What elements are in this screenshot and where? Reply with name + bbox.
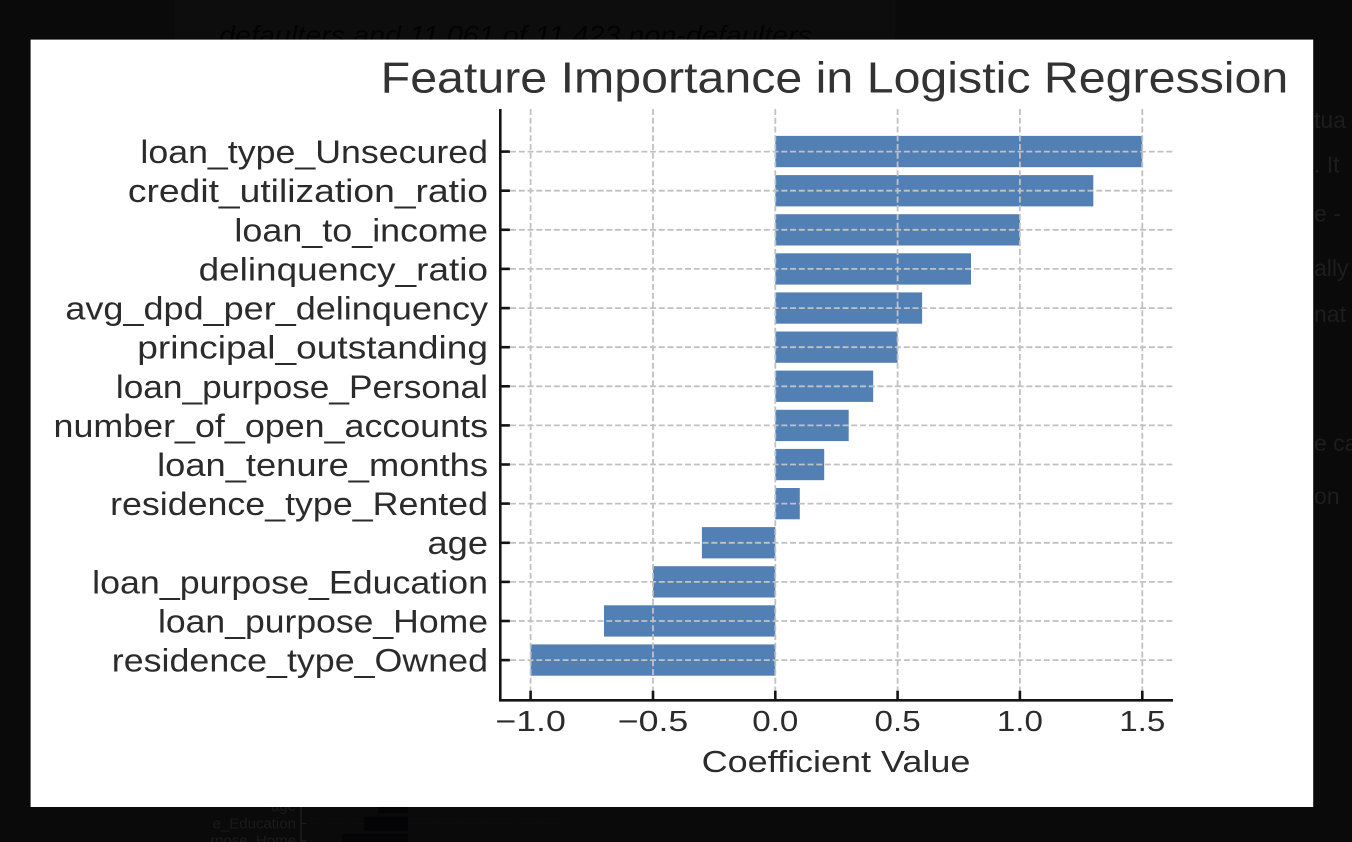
svg-text:delinquency_ratio: delinquency_ratio [199, 251, 488, 287]
svg-text:avg_dpd_per_delinquency: avg_dpd_per_delinquency [65, 291, 488, 327]
svg-text:−1.0: −1.0 [495, 706, 566, 738]
svg-text:principal_outstanding: principal_outstanding [137, 330, 488, 366]
svg-text:e -: e - [1314, 201, 1341, 227]
svg-text:ally: ally [1314, 255, 1349, 281]
svg-text:loan_to_income: loan_to_income [234, 212, 488, 248]
svg-text:rpose_Home: rpose_Home [210, 833, 296, 842]
svg-text:loan_tenure_months: loan_tenure_months [157, 447, 488, 483]
svg-text:residence_type_Rented: residence_type_Rented [110, 486, 488, 522]
svg-text:loan_type_Unsecured: loan_type_Unsecured [140, 134, 488, 170]
svg-text:e_Education: e_Education [213, 816, 296, 833]
svg-text:loan_purpose_Personal: loan_purpose_Personal [116, 369, 488, 405]
svg-text:−0.5: −0.5 [618, 706, 689, 738]
svg-text:loan_purpose_Home: loan_purpose_Home [158, 604, 488, 640]
svg-text:residence_type_Owned: residence_type_Owned [112, 643, 488, 679]
svg-text:0.0: 0.0 [752, 706, 798, 738]
svg-text:0.5: 0.5 [875, 706, 921, 738]
svg-text:tua: tua [1314, 107, 1346, 133]
svg-text:Feature Importance in Logistic: Feature Importance in Logistic Regressio… [381, 54, 1289, 102]
svg-text:1.5: 1.5 [1119, 706, 1165, 738]
svg-text:on: on [1314, 483, 1340, 509]
svg-text:. It: . It [1314, 152, 1340, 178]
svg-text:credit_utilization_ratio: credit_utilization_ratio [128, 173, 488, 209]
svg-text:nat: nat [1314, 301, 1347, 327]
svg-text:1.0: 1.0 [997, 706, 1043, 738]
svg-text:age: age [428, 525, 489, 561]
svg-text:number_of_open_accounts: number_of_open_accounts [54, 408, 488, 444]
svg-text:loan_purpose_Education: loan_purpose_Education [92, 564, 488, 600]
svg-text:e ca: e ca [1314, 430, 1352, 456]
svg-text:Coefficient Value: Coefficient Value [702, 744, 971, 779]
